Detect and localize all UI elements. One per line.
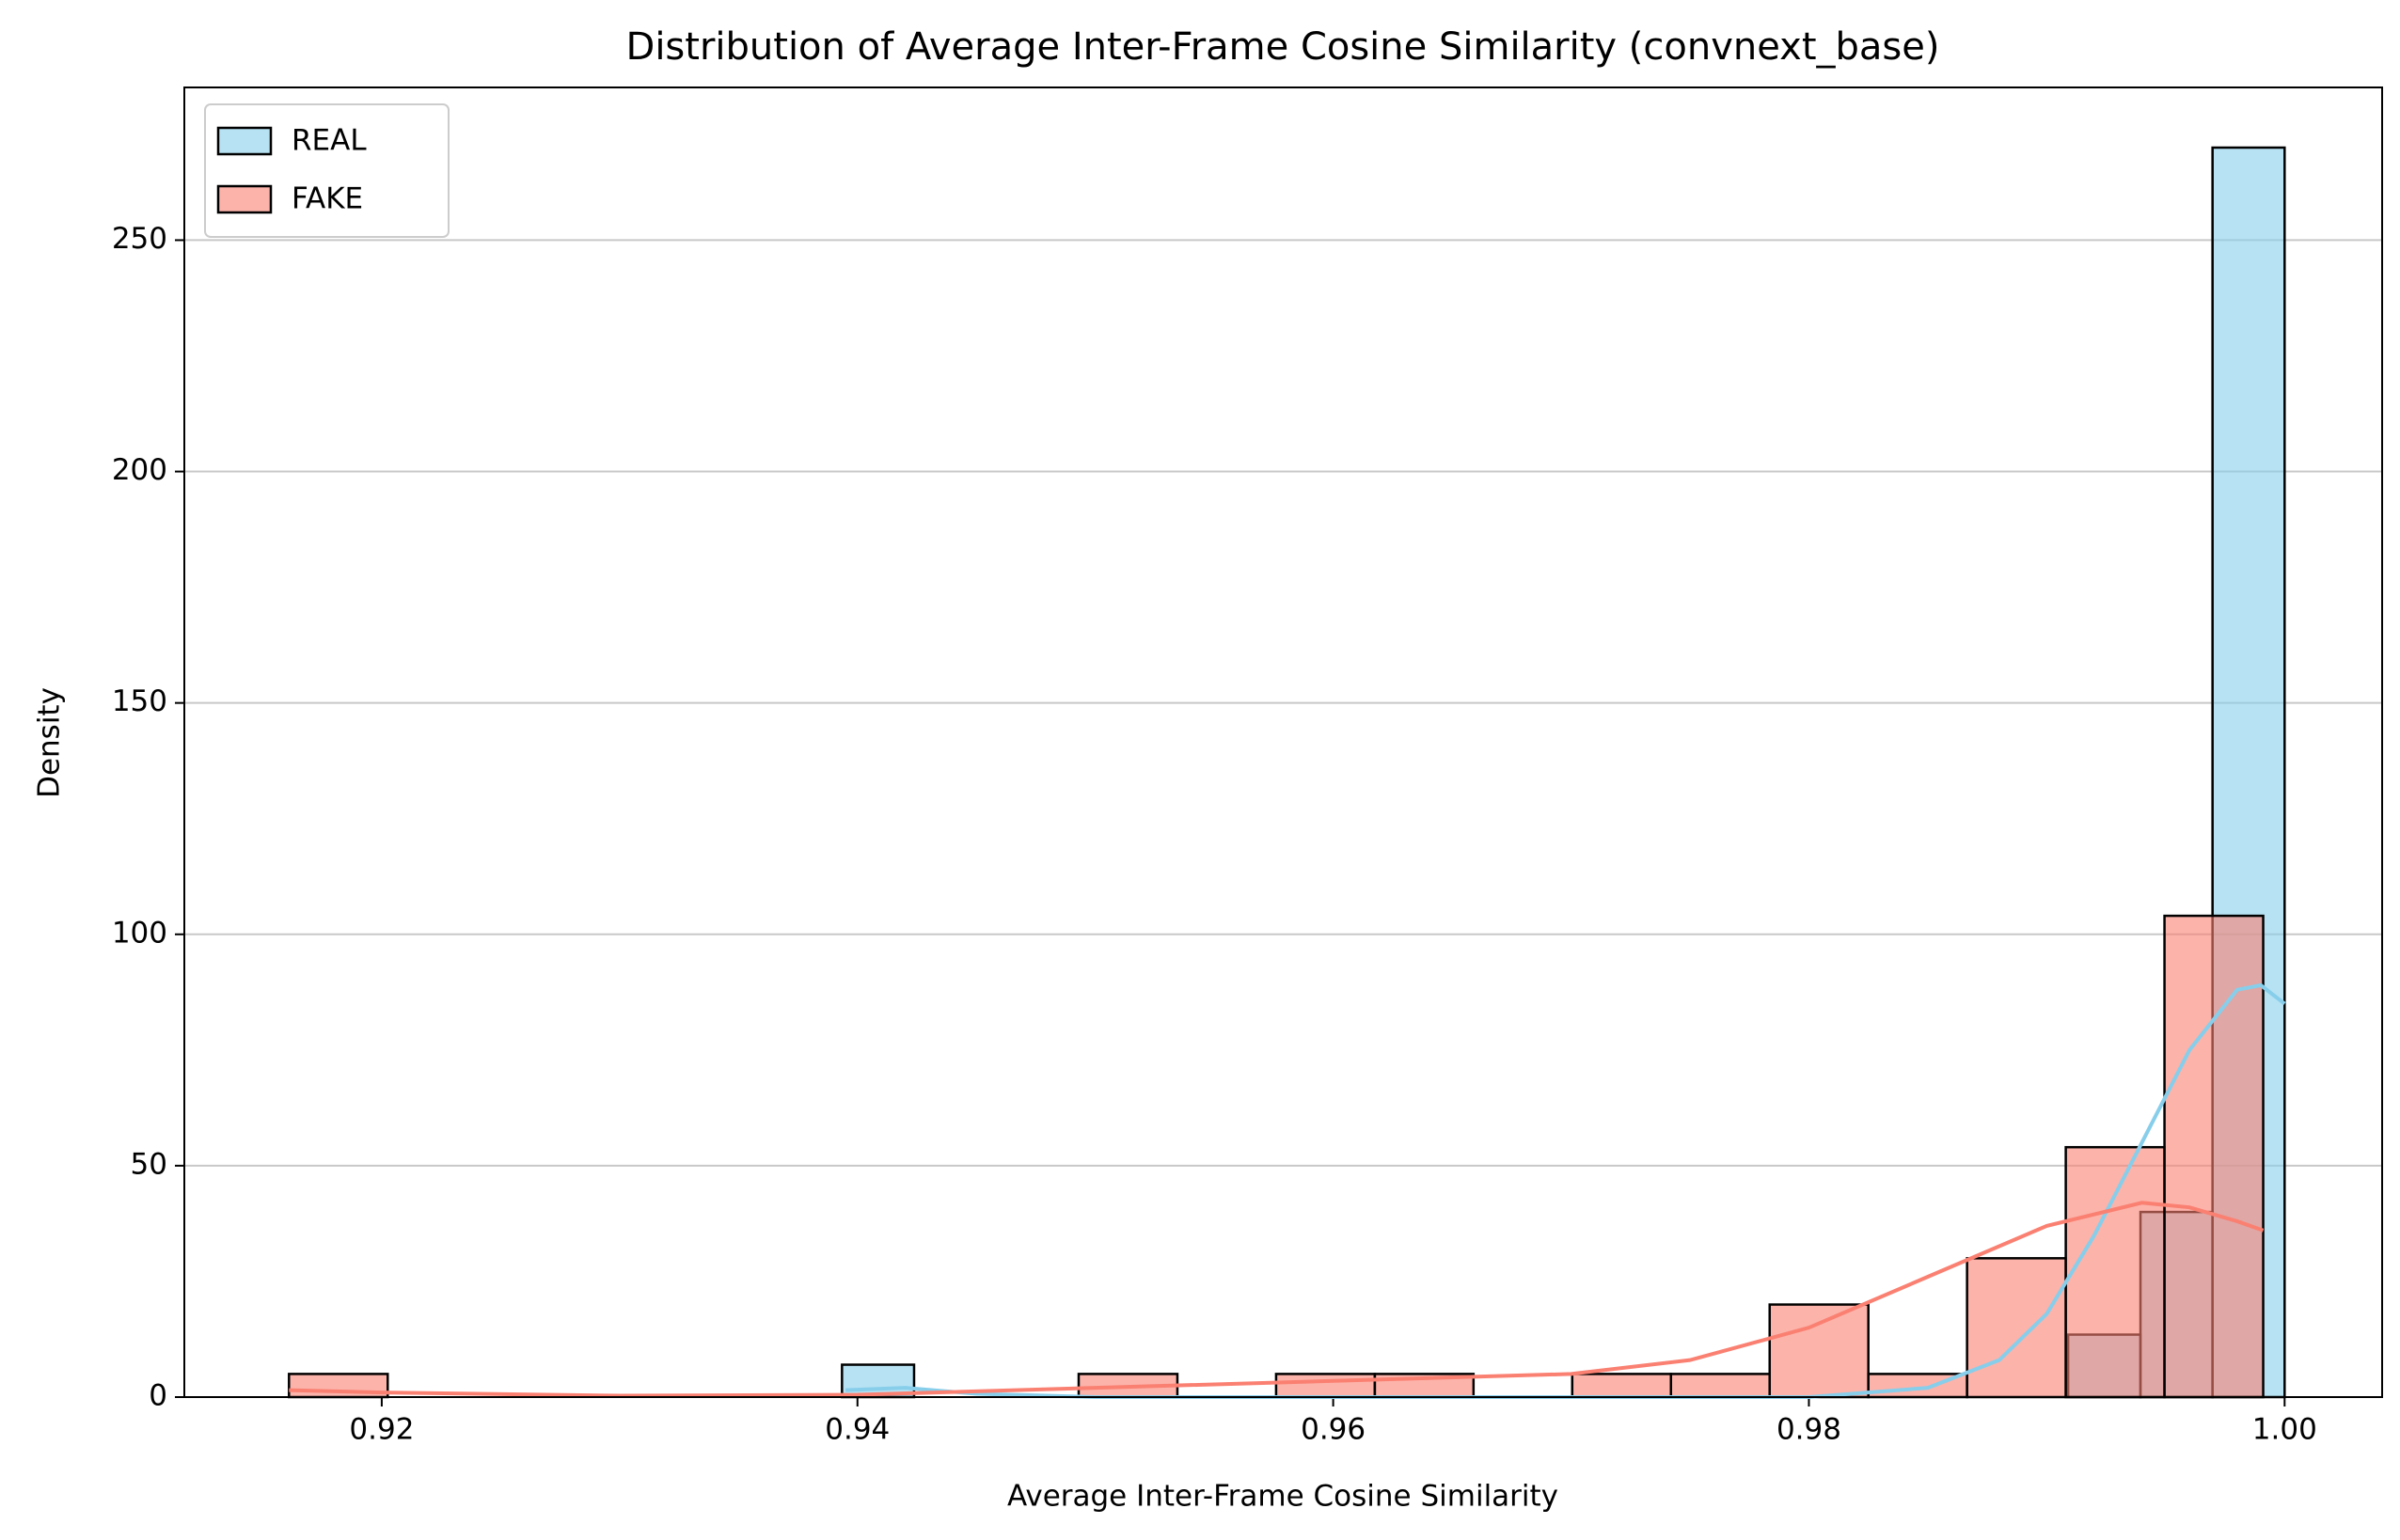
histogram-bar <box>1966 1257 2067 1399</box>
x-tick-label: 0.92 <box>349 1413 414 1447</box>
legend-label: FAKE <box>292 182 363 216</box>
histogram-bar <box>1768 1303 1870 1399</box>
legend-swatch <box>216 126 273 156</box>
y-tick-label: 0 <box>149 1379 167 1413</box>
y-tick-label: 150 <box>112 684 167 718</box>
legend-swatch <box>216 184 273 214</box>
histogram-bar <box>2163 914 2265 1399</box>
y-tick-label: 100 <box>112 916 167 950</box>
x-axis-label: Average Inter-Frame Cosine Similarity <box>1007 1480 1558 1514</box>
plot-frame <box>183 86 2383 1398</box>
legend-label: REAL <box>292 124 367 158</box>
x-tick-label: 0.96 <box>1301 1413 1366 1447</box>
x-tick-label: 1.00 <box>2252 1413 2317 1447</box>
x-tick-label: 0.94 <box>825 1413 890 1447</box>
x-tick-label: 0.98 <box>1776 1413 1841 1447</box>
y-tick-label: 250 <box>112 222 167 256</box>
chart-title: Distribution of Average Inter-Frame Cosi… <box>626 25 1940 69</box>
kde-line <box>845 982 2286 1399</box>
y-axis-label: Density <box>33 687 67 798</box>
histogram-bar <box>2064 1145 2166 1399</box>
histogram-bar <box>1571 1373 1673 1399</box>
histogram-bar <box>1669 1373 1771 1399</box>
y-tick-label: 50 <box>131 1147 167 1181</box>
kde-line <box>289 1201 2265 1398</box>
y-tick-label: 200 <box>112 453 167 487</box>
histogram-bar <box>1274 1373 1377 1399</box>
